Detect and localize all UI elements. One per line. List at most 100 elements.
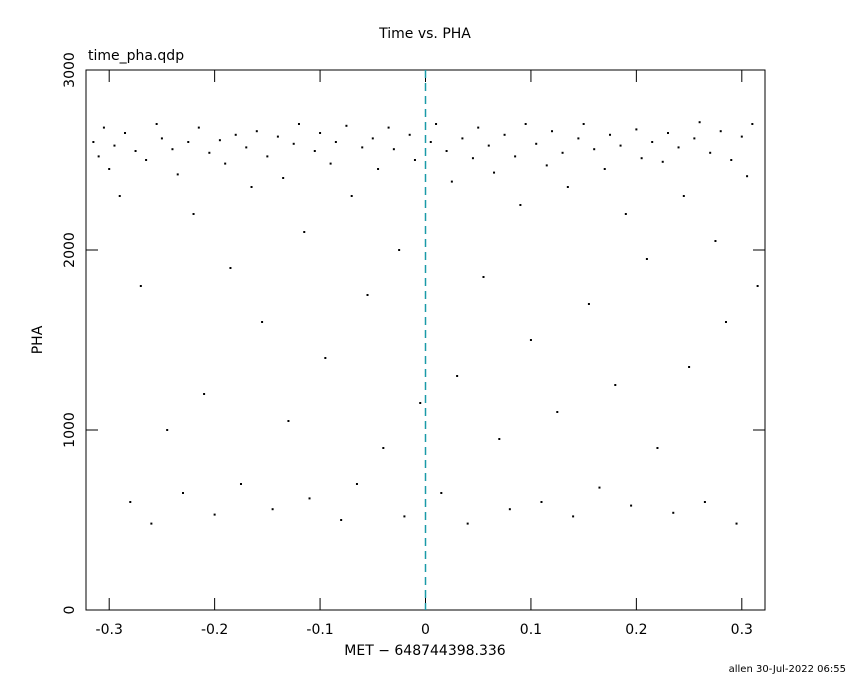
point <box>688 366 691 368</box>
point <box>255 130 258 133</box>
point <box>413 159 416 161</box>
point <box>624 213 627 215</box>
y-axis-label: PHA <box>30 325 46 354</box>
point <box>213 513 216 516</box>
point <box>350 195 353 197</box>
y-tick-label: 1000 <box>62 412 78 448</box>
point <box>529 339 532 341</box>
point <box>403 515 406 518</box>
x-tick-label: 0.2 <box>625 622 647 638</box>
point <box>218 139 221 142</box>
point <box>619 144 622 147</box>
point <box>334 141 337 143</box>
point <box>182 492 184 494</box>
point <box>377 168 380 170</box>
point <box>603 168 606 170</box>
point <box>440 492 443 494</box>
point <box>303 231 306 233</box>
point <box>92 141 95 143</box>
x-tick-label: -0.2 <box>201 622 228 638</box>
point <box>229 267 232 269</box>
point <box>197 126 200 129</box>
point <box>709 151 712 154</box>
point <box>387 126 390 129</box>
point <box>645 258 648 260</box>
point <box>677 146 680 149</box>
point <box>160 137 163 140</box>
point <box>345 124 348 127</box>
point <box>471 157 474 160</box>
point <box>139 285 142 287</box>
point <box>756 285 759 287</box>
point <box>477 126 480 129</box>
point <box>297 123 300 125</box>
point <box>340 519 343 521</box>
point <box>266 155 269 158</box>
point <box>682 195 685 197</box>
point <box>176 173 179 176</box>
point <box>482 276 485 278</box>
point <box>656 447 659 449</box>
x-tick-label: 0 <box>421 622 430 638</box>
point <box>703 501 706 503</box>
x-tick-label: 0.1 <box>520 622 542 638</box>
point <box>582 123 585 125</box>
point <box>366 294 369 296</box>
point <box>577 137 580 140</box>
point <box>598 486 601 489</box>
point <box>514 155 517 158</box>
point <box>635 128 638 131</box>
point <box>493 171 496 174</box>
x-tick-label: -0.3 <box>96 622 123 638</box>
point <box>466 522 469 525</box>
point <box>308 497 311 500</box>
point <box>609 133 612 136</box>
point <box>714 240 717 242</box>
point <box>524 123 527 125</box>
y-tick-label: 0 <box>62 606 78 615</box>
footer: allen 30-Jul-2022 06:55 <box>729 664 846 675</box>
point <box>171 148 174 151</box>
point <box>113 144 116 147</box>
point <box>698 121 701 124</box>
point <box>361 146 364 149</box>
point <box>382 447 385 449</box>
point <box>445 150 448 152</box>
point <box>735 522 738 525</box>
point <box>292 142 295 145</box>
point <box>614 384 617 386</box>
point <box>313 150 316 152</box>
point <box>245 146 248 149</box>
point <box>519 204 522 206</box>
point <box>234 133 237 136</box>
point <box>535 142 538 145</box>
point <box>429 141 432 143</box>
point <box>503 133 506 136</box>
point <box>134 150 137 152</box>
point <box>124 132 127 134</box>
point <box>640 157 643 160</box>
point <box>129 501 132 503</box>
x-tick-label: -0.1 <box>306 622 333 638</box>
point <box>561 151 564 154</box>
chart-subtitle: time_pha.qdp <box>88 48 184 64</box>
point <box>271 508 274 511</box>
point <box>572 515 575 518</box>
point <box>203 393 206 395</box>
point <box>435 123 438 125</box>
x-axis-label: MET − 648744398.336 <box>344 643 506 659</box>
point <box>672 511 675 514</box>
point <box>392 148 395 151</box>
point <box>693 137 696 140</box>
point <box>319 132 322 134</box>
point <box>408 133 411 136</box>
point <box>187 141 190 143</box>
point <box>456 375 459 377</box>
point <box>324 357 327 359</box>
point <box>261 321 264 323</box>
point <box>371 137 374 140</box>
point <box>630 504 633 507</box>
point <box>556 411 559 413</box>
point <box>566 186 569 188</box>
x-tick-label: 0.3 <box>731 622 753 638</box>
